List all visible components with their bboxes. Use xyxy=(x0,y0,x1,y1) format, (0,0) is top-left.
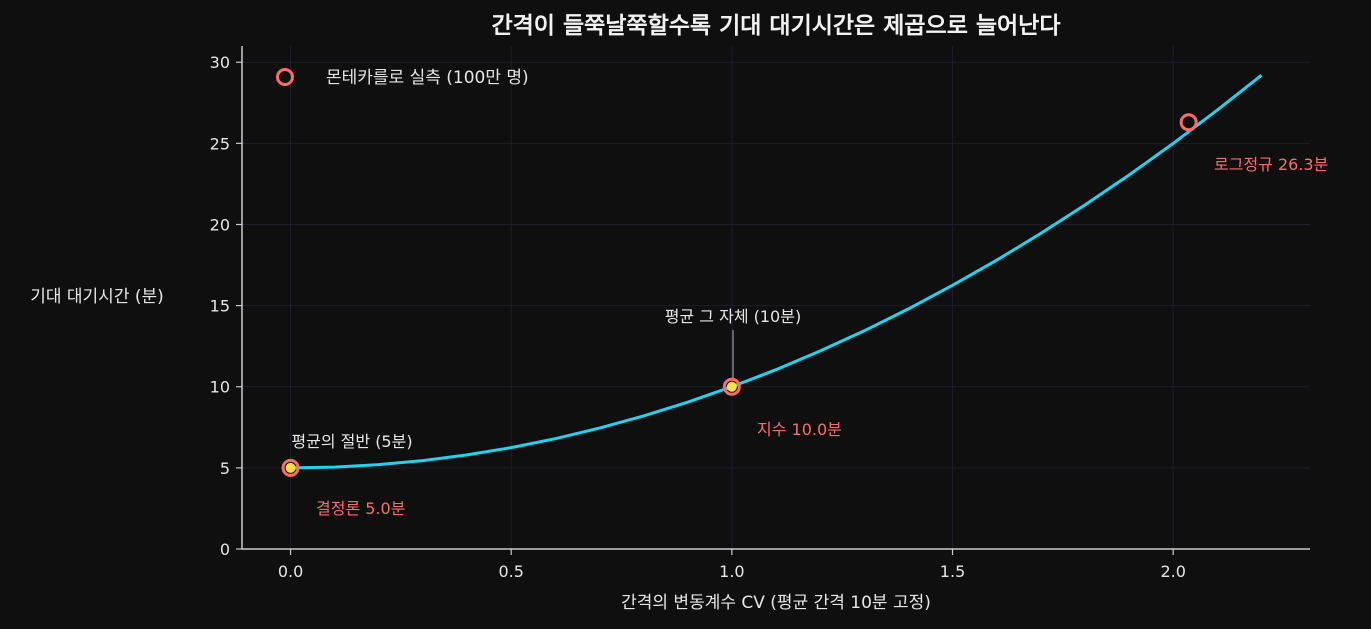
chart-title: 간격이 들쭉날쭉할수록 기대 대기시간은 제곱으로 늘어난다 xyxy=(491,13,1060,39)
legend-label: 몬테카를로 실측 (100만 명) xyxy=(326,68,529,88)
data-point xyxy=(1179,113,1198,132)
point-label-deterministic: 결정론 5.0분 xyxy=(316,499,405,518)
x-tick-label: 2.0 xyxy=(1160,562,1185,581)
y-tick-label: 0 xyxy=(220,540,230,559)
grid xyxy=(242,46,1310,549)
point-label-lognormal: 로그정규 26.3분 xyxy=(1214,155,1328,174)
point-label-exponential: 지수 10.0분 xyxy=(757,420,842,439)
x-tick-label: 0.5 xyxy=(498,562,523,581)
highlight-dot xyxy=(726,381,737,392)
theory-curve xyxy=(290,74,1263,470)
y-tick-label: 25 xyxy=(210,134,230,153)
y-tick-label: 30 xyxy=(210,53,230,72)
x-tick-label: 1.0 xyxy=(719,562,744,581)
x-tick-label: 1.5 xyxy=(940,562,965,581)
x-ticks: 0.0 0.5 1.0 1.5 2.0 xyxy=(278,549,1186,581)
x-axis-label: 간격의 변동계수 CV (평균 간격 10분 고정) xyxy=(621,593,931,613)
y-tick-label: 5 xyxy=(220,459,230,478)
annotation-half-mean: 평균의 절반 (5분) xyxy=(291,432,412,451)
y-tick-label: 15 xyxy=(210,297,230,316)
data-point xyxy=(722,377,741,396)
legend: 몬테카를로 실측 (100만 명) xyxy=(276,68,529,88)
y-tick-label: 20 xyxy=(210,215,230,234)
data-point xyxy=(281,458,300,477)
y-tick-label: 10 xyxy=(210,378,230,397)
y-ticks: 0 5 10 15 20 25 30 xyxy=(210,53,242,559)
annotation-mean-itself: 평균 그 자체 (10분) xyxy=(665,307,801,326)
markers xyxy=(281,113,1198,477)
legend-marker xyxy=(276,68,294,86)
axes xyxy=(241,46,1310,550)
highlight-dot xyxy=(285,462,296,473)
x-tick-label: 0.0 xyxy=(278,562,303,581)
y-axis-label: 기대 대기시간 (분) xyxy=(30,287,164,307)
